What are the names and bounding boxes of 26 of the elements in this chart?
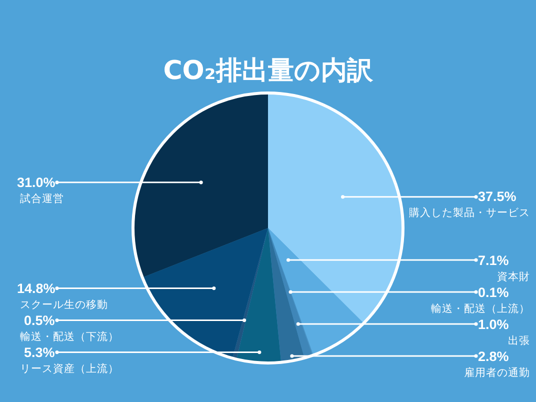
slice-label: 試合運営 [20,192,64,205]
slice-label: スクール生の移動 [20,298,108,311]
data-label: 1.0% [478,317,509,332]
data-label: 0.5% [24,313,55,328]
data-label: 0.1% [478,285,509,300]
slice-label: 輸送・配送（上流） [431,302,530,315]
pie-slice [142,228,268,358]
pie-slice [268,228,304,362]
data-label: 37.5% [478,189,516,204]
pie-slice [268,93,403,324]
slice-label: 輸送・配送（下流） [20,330,119,343]
data-label: 14.8% [17,281,56,296]
pie-slice [232,228,268,360]
pie-slice [268,228,364,356]
pie-slice [133,93,268,278]
slice-label: 雇用者の通勤 [464,366,530,379]
slice-label: 資本財 [497,270,530,283]
data-label: 2.8% [478,349,509,364]
data-label: 31.0% [17,175,56,190]
pie-slice [236,228,282,363]
data-label: 5.3% [24,345,55,360]
slice-label: リース資産（上流） [20,362,119,375]
slice-label: 購入した製品・サービス [409,206,530,219]
data-label: 7.1% [478,253,509,268]
slice-label: 出張 [508,334,530,347]
chart-title: CO₂排出量の内訳 [163,56,374,86]
